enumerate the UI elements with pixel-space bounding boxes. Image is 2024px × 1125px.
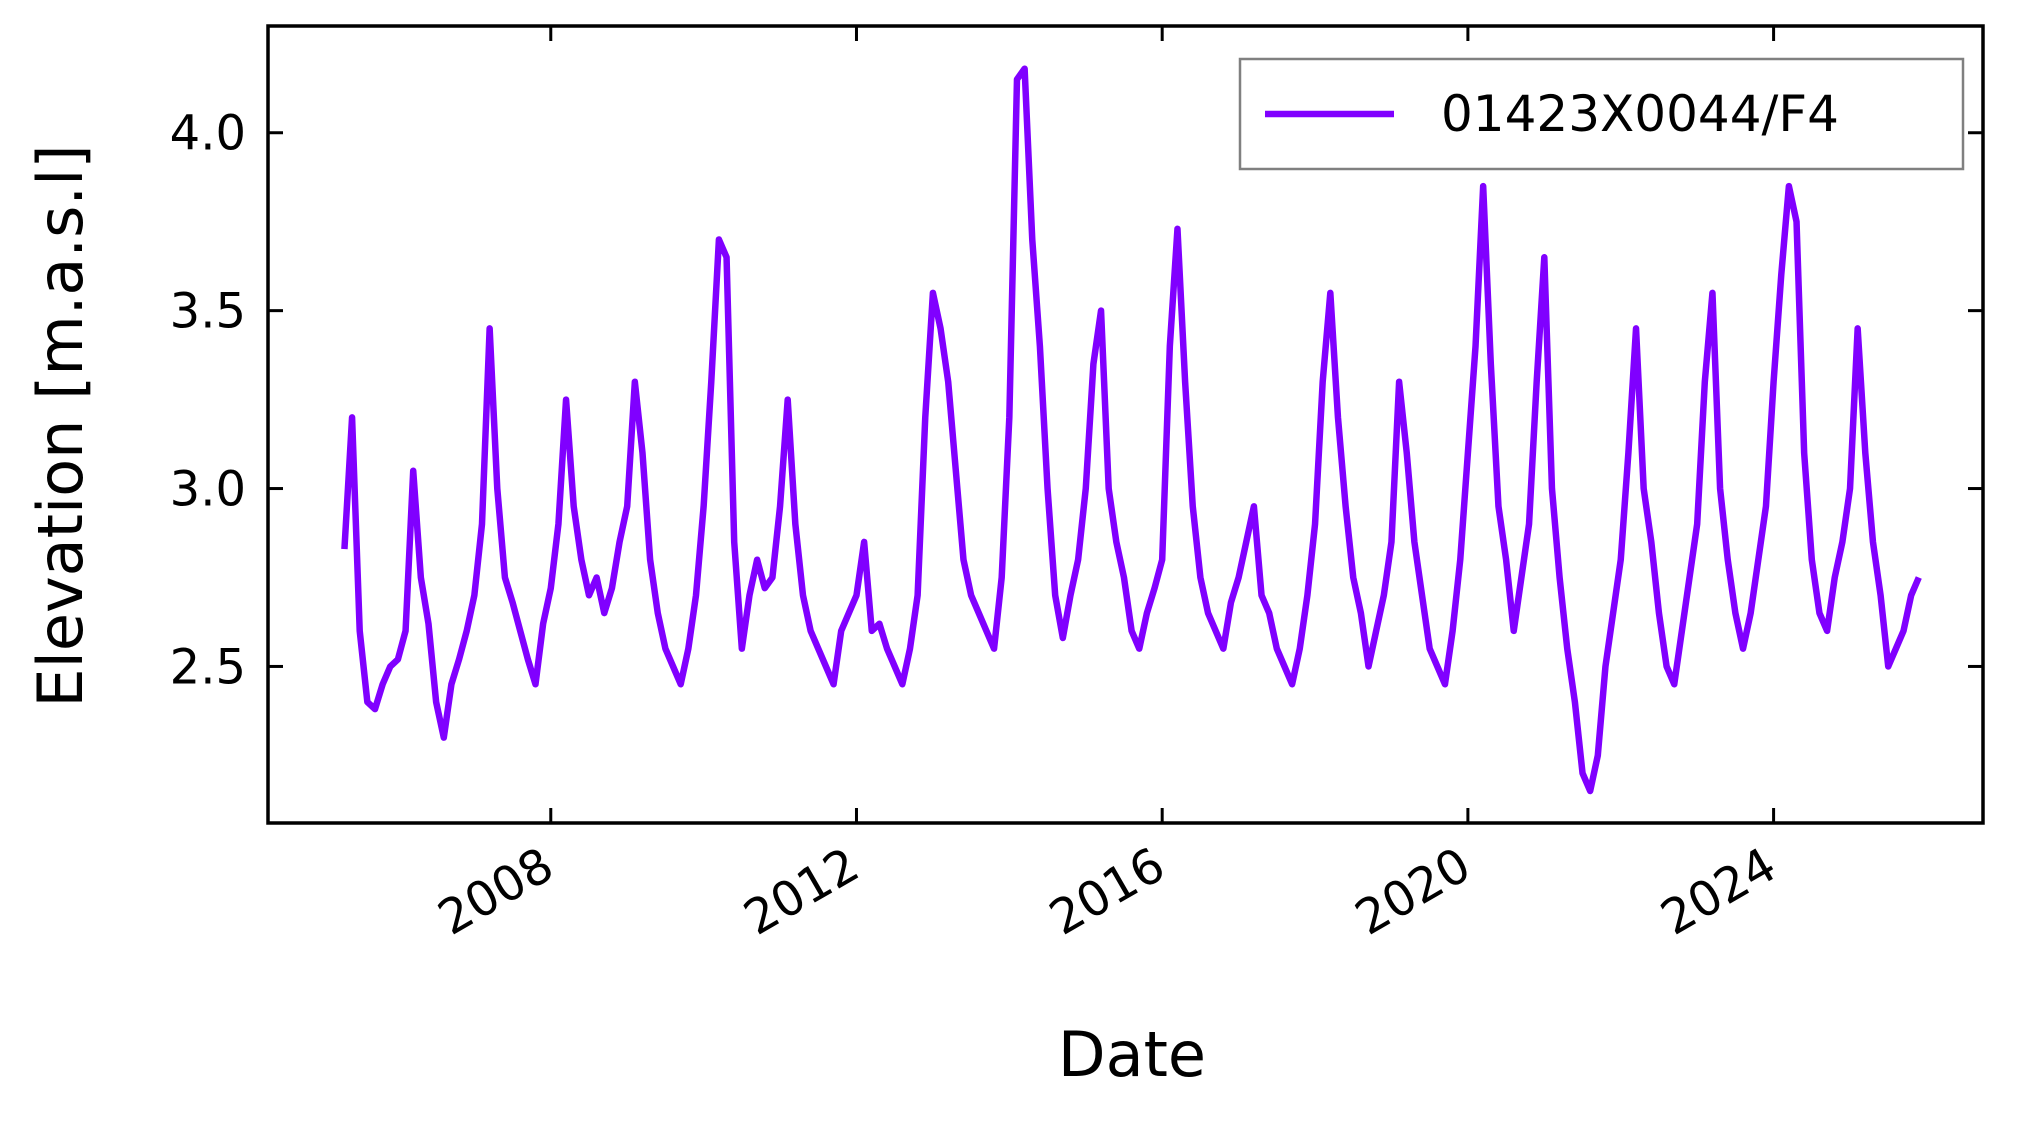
- y-axis-title: Elevation [m.a.s.l]: [24, 144, 97, 707]
- x-tick-label: 2016: [1040, 837, 1174, 947]
- y-tick-label: 3.5: [170, 284, 246, 340]
- plot-frame: [266, 24, 1985, 825]
- x-tick-label: 2008: [429, 837, 563, 947]
- x-axis-title: Date: [1058, 1018, 1206, 1091]
- legend-label: 01423X0044/F4: [1441, 85, 1839, 143]
- y-tick-label: 4.0: [170, 106, 246, 162]
- y-tick-label: 3.0: [170, 462, 246, 518]
- x-tick-label: 2024: [1652, 837, 1786, 947]
- data-line: [341, 65, 1922, 795]
- x-tick-label: 2020: [1346, 837, 1480, 947]
- x-tick-label: 2012: [735, 837, 869, 947]
- y-tick-label: 2.5: [170, 639, 246, 695]
